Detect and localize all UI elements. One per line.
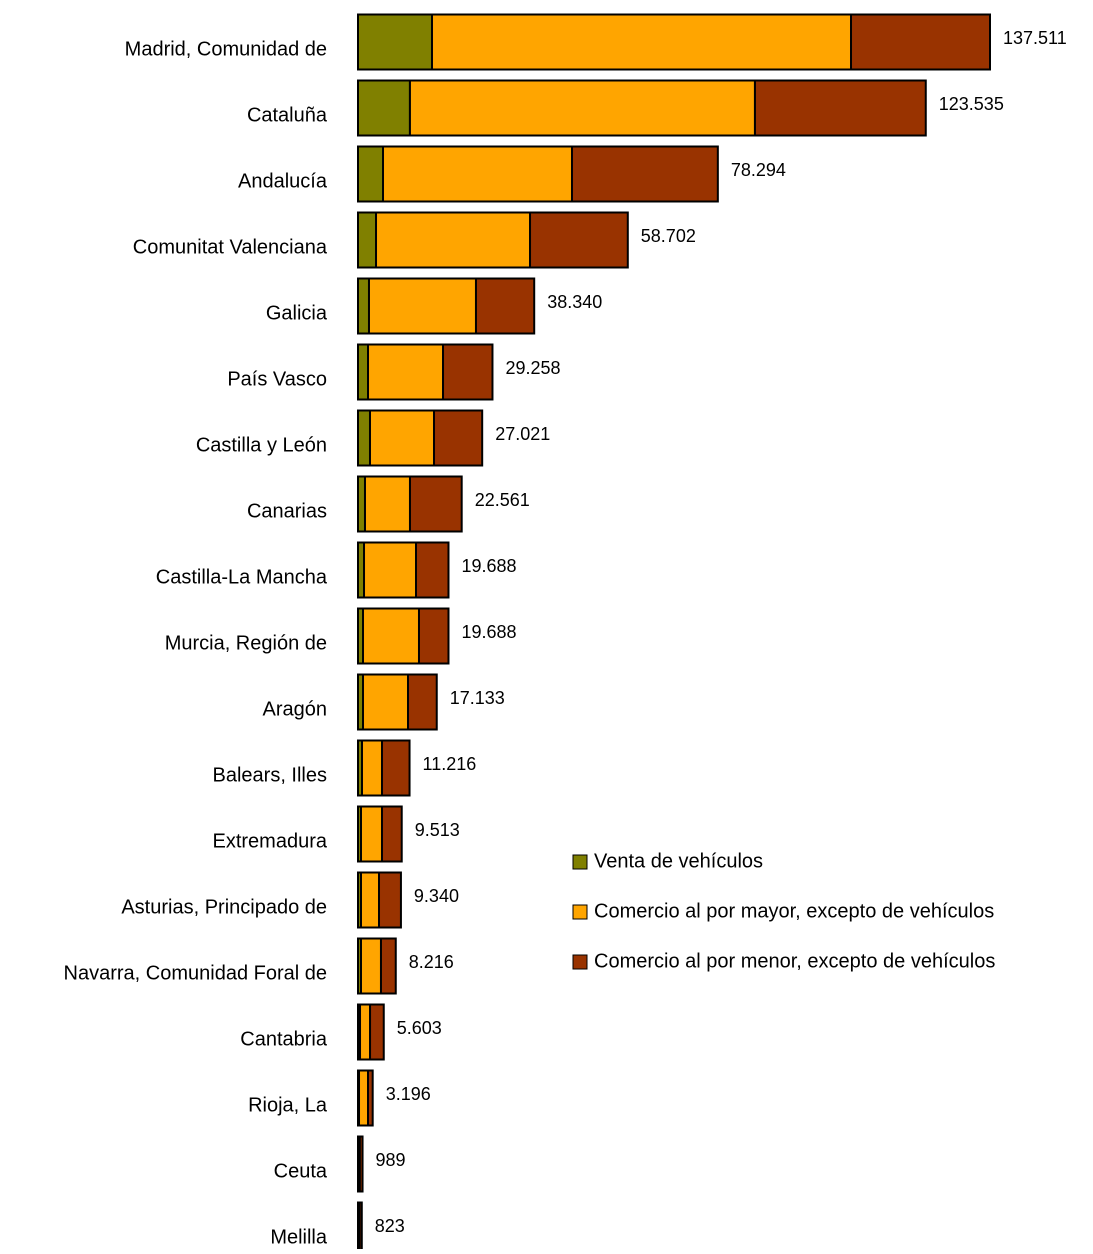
bar-segment bbox=[368, 1071, 373, 1126]
bar-segment bbox=[363, 609, 419, 664]
category-label: Andalucía bbox=[238, 170, 328, 192]
category-label: Balears, Illes bbox=[213, 764, 328, 786]
category-label: Aragón bbox=[263, 698, 328, 720]
category-label: Castilla-La Mancha bbox=[156, 566, 328, 588]
bar-segment bbox=[443, 345, 492, 400]
bar-segment bbox=[362, 741, 382, 796]
bar-segment bbox=[382, 807, 402, 862]
bar-segment bbox=[379, 873, 401, 928]
category-label: Canarias bbox=[247, 500, 327, 522]
bar-segment bbox=[755, 81, 926, 136]
bar-segment bbox=[434, 411, 482, 466]
legend-swatch bbox=[573, 955, 587, 969]
total-label: 58.702 bbox=[641, 226, 696, 246]
total-label: 78.294 bbox=[731, 160, 786, 180]
category-label: Ceuta bbox=[274, 1160, 328, 1182]
bar-segment bbox=[530, 213, 628, 268]
bar-segment bbox=[361, 939, 381, 994]
total-label: 123.535 bbox=[939, 94, 1004, 114]
total-label: 17.133 bbox=[450, 688, 505, 708]
category-label: Extremadura bbox=[213, 830, 328, 852]
category-label: Asturias, Principado de bbox=[121, 896, 327, 918]
bar-segment bbox=[419, 609, 448, 664]
legend-label: Comercio al por menor, excepto de vehícu… bbox=[594, 950, 995, 972]
bar-segment bbox=[370, 411, 434, 466]
bar-segment bbox=[410, 477, 462, 532]
bar-segment bbox=[365, 477, 410, 532]
category-label: Rioja, La bbox=[248, 1094, 328, 1116]
total-label: 137.511 bbox=[1003, 28, 1067, 48]
bar-segment bbox=[369, 279, 476, 334]
total-label: 38.340 bbox=[547, 292, 602, 312]
total-label: 823 bbox=[375, 1216, 405, 1236]
legend-swatch bbox=[573, 855, 587, 869]
legend-label: Venta de vehículos bbox=[594, 850, 763, 872]
category-label: Melilla bbox=[270, 1226, 328, 1248]
bar-segment bbox=[360, 1203, 362, 1250]
total-label: 9.340 bbox=[414, 886, 459, 906]
bar-segment bbox=[358, 345, 368, 400]
bar-segment bbox=[358, 411, 370, 466]
bar-segment bbox=[359, 1071, 368, 1126]
bar-segment bbox=[851, 15, 990, 70]
total-label: 11.216 bbox=[423, 754, 477, 774]
category-label: Cantabria bbox=[240, 1028, 328, 1050]
category-label: Madrid, Comunidad de bbox=[125, 38, 327, 60]
bar-segment bbox=[383, 147, 572, 202]
bar-segment bbox=[410, 81, 755, 136]
bar-segment bbox=[358, 477, 365, 532]
total-label: 8.216 bbox=[409, 952, 454, 972]
category-label: Comunitat Valenciana bbox=[133, 236, 328, 258]
bar-segment bbox=[476, 279, 534, 334]
category-label: Navarra, Comunidad Foral de bbox=[64, 962, 327, 984]
bar-segment bbox=[360, 1005, 370, 1060]
total-label: 19.688 bbox=[461, 622, 516, 642]
bar-segment bbox=[572, 147, 718, 202]
bar-segment bbox=[416, 543, 448, 598]
bar-segment bbox=[408, 675, 437, 730]
total-label: 22.561 bbox=[475, 490, 530, 510]
total-label: 19.688 bbox=[461, 556, 516, 576]
bar-segment bbox=[360, 1137, 363, 1192]
category-label: País Vasco bbox=[227, 368, 327, 390]
bar-segment bbox=[432, 15, 851, 70]
bar-segment bbox=[368, 345, 443, 400]
total-label: 27.021 bbox=[495, 424, 550, 444]
bar-segment bbox=[358, 81, 410, 136]
total-label: 989 bbox=[376, 1150, 406, 1170]
category-label: Castilla y León bbox=[196, 434, 327, 456]
legend-swatch bbox=[573, 905, 587, 919]
bar-segment bbox=[361, 807, 382, 862]
category-label: Galicia bbox=[266, 302, 328, 324]
bar-segment bbox=[358, 15, 432, 70]
category-label: Cataluña bbox=[247, 104, 328, 126]
bar-segment bbox=[363, 675, 408, 730]
legend-label: Comercio al por mayor, excepto de vehícu… bbox=[594, 900, 994, 922]
total-label: 29.258 bbox=[505, 358, 560, 378]
total-label: 5.603 bbox=[397, 1018, 442, 1038]
bar-segment bbox=[358, 147, 383, 202]
bar-segment bbox=[382, 741, 410, 796]
total-label: 3.196 bbox=[386, 1084, 431, 1104]
bar-segment bbox=[358, 213, 376, 268]
total-label: 9.513 bbox=[415, 820, 460, 840]
category-label: Murcia, Región de bbox=[165, 632, 327, 654]
bar-segment bbox=[364, 543, 416, 598]
bar-segment bbox=[381, 939, 396, 994]
bar-segment bbox=[361, 873, 379, 928]
bar-segment bbox=[358, 279, 369, 334]
bar-segment bbox=[376, 213, 530, 268]
bar-segment bbox=[370, 1005, 384, 1060]
